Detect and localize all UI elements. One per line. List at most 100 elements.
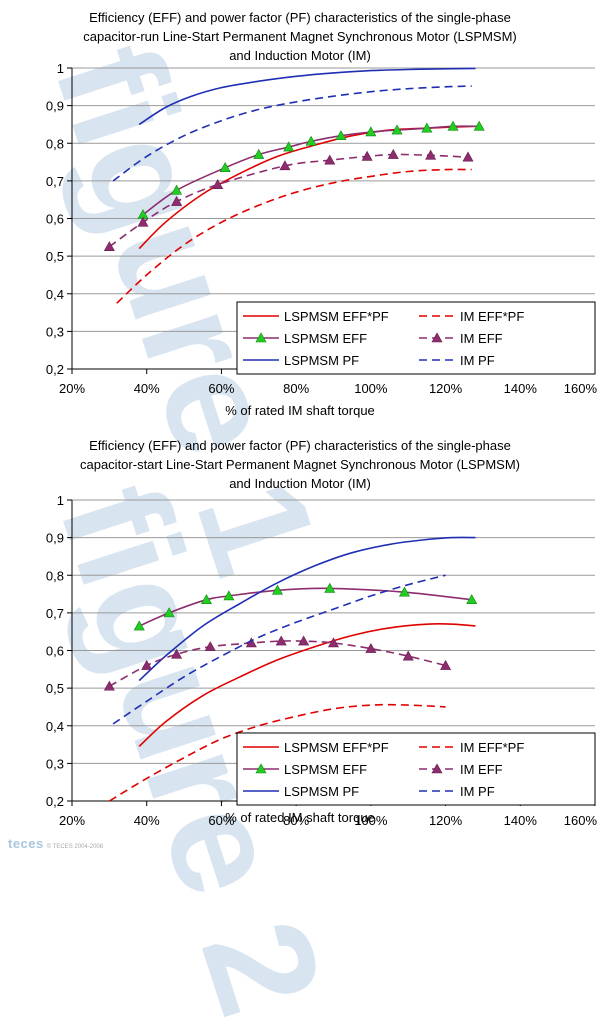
chart-2-series-lspmsm-eff-point	[223, 590, 235, 601]
chart-1-y-tick-label: 0,2	[46, 362, 64, 377]
chart-2-legend-marker	[431, 763, 443, 774]
chart-1-series-lspmsm-eff-point	[305, 135, 317, 146]
chart-2-title-line-2: capacitor-start Line-Start Permanent Mag…	[79, 457, 520, 472]
chart-2: Efficiency (EFF) and power factor (PF) c…	[0, 430, 600, 1033]
chart-2-x-axis-label: % of rated IM shaft torque	[225, 810, 375, 825]
logo-copyright: © TECES 2004-2008	[46, 844, 104, 850]
chart-2-series-lspmsm-eff-point	[200, 594, 212, 605]
chart-2-series-lspmsm-eff-pf-line	[138, 622, 476, 747]
chart-2-series-im-eff-point	[440, 659, 452, 670]
chart-1-y-tick-label: 1	[57, 61, 64, 76]
chart-1-series-lspmsm-eff-point	[391, 124, 403, 135]
chart-2-series-im-eff-point	[402, 650, 414, 661]
chart-2-x-tick-label: 60%	[208, 813, 234, 828]
chart-2-legend-label: IM PF	[460, 784, 495, 799]
chart-2-y-tick-label: 1	[57, 493, 64, 508]
chart-2-legend-label: LSPMSM EFF	[284, 762, 367, 777]
chart-1-legend-label: IM EFF*PF	[460, 309, 524, 324]
chart-1-series-lspmsm-eff-point	[473, 120, 485, 131]
chart-2-series-lspmsm-eff-point	[398, 586, 410, 597]
chart-2-y-tick-label: 0,4	[46, 719, 64, 734]
chart-2-y-tick-label: 0,8	[46, 568, 64, 583]
chart-1-series-lspmsm-eff-point	[447, 120, 459, 131]
chart-2-y-tick-label: 0,9	[46, 531, 64, 546]
chart-1-legend-marker	[431, 332, 443, 343]
chart-2-series-im-eff-pf-line	[108, 703, 446, 802]
chart-2-x-tick-label: 40%	[134, 813, 160, 828]
chart-1-series-lspmsm-pf-line	[138, 67, 476, 126]
chart-1-series-im-eff-point	[361, 150, 373, 161]
chart-1-series-im-eff-point	[137, 216, 149, 227]
chart-1-series-lspmsm-eff-point	[335, 130, 347, 141]
chart-1-x-axis-label: % of rated IM shaft torque	[225, 403, 375, 418]
chart-2-x-tick-label: 160%	[564, 813, 598, 828]
chart-1-y-tick-label: 0,6	[46, 212, 64, 227]
chart-1-series-im-eff-point	[171, 195, 183, 206]
chart-2-series-lspmsm-eff-point	[324, 582, 336, 593]
chart-1-series-im-eff-pf-line	[116, 168, 472, 304]
chart-1-series-im-eff-point	[324, 154, 336, 165]
chart-1-title-line-2: capacitor-run Line-Start Permanent Magne…	[83, 29, 517, 44]
chart-2-series-im-eff-point	[275, 635, 287, 646]
chart-1-x-tick-label: 140%	[504, 381, 538, 396]
chart-2-series-im-eff-line	[109, 640, 446, 687]
teces-logo: teces © TECES 2004-2008	[8, 836, 103, 851]
chart-1: Efficiency (EFF) and power factor (PF) c…	[0, 0, 600, 593]
chart-2-series-lspmsm-eff-point	[163, 607, 175, 618]
chart-2-series-im-eff-point	[141, 659, 153, 670]
chart-2-series-lspmsm-pf-line	[138, 536, 476, 682]
chart-2-x-tick-label: 120%	[429, 813, 463, 828]
chart-1-series-im-pf-line	[112, 85, 472, 182]
chart-1-title-line-1: Efficiency (EFF) and power factor (PF) c…	[89, 10, 511, 25]
logo-name: teces	[8, 836, 44, 851]
chart-2-series-im-eff-point	[204, 641, 216, 652]
chart-1-legend-label: LSPMSM EFF*PF	[284, 309, 389, 324]
chart-2-series-im-eff-point	[103, 680, 115, 691]
chart-2-y-tick-label: 0,2	[46, 794, 64, 809]
chart-1-y-tick-label: 0,5	[46, 249, 64, 264]
chart-1-series-lspmsm-eff-point	[421, 122, 433, 133]
chart-2-y-tick-label: 0,7	[46, 606, 64, 621]
chart-2-x-tick-label: 100%	[354, 813, 388, 828]
chart-1-title-line-3: and Induction Motor (IM)	[229, 48, 371, 63]
chart-2-x-tick-label: 140%	[504, 813, 538, 828]
chart-1-x-tick-label: 80%	[283, 381, 309, 396]
chart-2-legend-label: LSPMSM EFF*PF	[284, 740, 389, 755]
chart-1-series-im-eff-point	[103, 241, 115, 252]
chart-1-series-im-eff-point	[279, 160, 291, 171]
chart-1-y-tick-label: 0,4	[46, 287, 64, 302]
chart-2-legend-label: LSPMSM PF	[284, 784, 359, 799]
chart-1-legend-label: LSPMSM PF	[284, 353, 359, 368]
chart-1-series-lspmsm-eff-point	[253, 148, 265, 159]
chart-1-y-tick-label: 0,8	[46, 136, 64, 151]
chart-2-x-tick-label: 80%	[283, 813, 309, 828]
chart-1-x-tick-label: 100%	[354, 381, 388, 396]
chart-2-y-tick-label: 0,6	[46, 644, 64, 659]
chart-1-y-tick-label: 0,7	[46, 174, 64, 189]
chart-1-series-lspmsm-eff-point	[365, 126, 377, 137]
chart-2-y-tick-label: 0,3	[46, 756, 64, 771]
chart-1-title: Efficiency (EFF) and power factor (PF) c…	[0, 8, 600, 65]
chart-2-title-line-3: and Induction Motor (IM)	[229, 476, 371, 491]
chart-1-x-tick-label: 40%	[134, 381, 160, 396]
chart-2-series-im-eff-point	[298, 635, 310, 646]
chart-2-legend-label: IM EFF	[460, 762, 503, 777]
chart-2-series-im-eff-point	[327, 637, 340, 648]
chart-1-x-tick-label: 60%	[208, 381, 234, 396]
chart-1-y-tick-label: 0,3	[46, 324, 64, 339]
chart-1-legend-label: LSPMSM EFF	[284, 331, 367, 346]
chart-1-x-tick-label: 20%	[59, 381, 85, 396]
chart-2-title-line-1: Efficiency (EFF) and power factor (PF) c…	[89, 438, 511, 453]
chart-2-series-lspmsm-eff-point	[271, 584, 283, 595]
chart-1-x-tick-label: 160%	[564, 381, 598, 396]
chart-2-series-lspmsm-eff-line	[138, 587, 472, 627]
chart-2-legend	[236, 732, 596, 806]
chart-1-series-im-eff-point	[462, 151, 474, 162]
chart-2-title: Efficiency (EFF) and power factor (PF) c…	[0, 436, 600, 493]
chart-1-legend	[236, 301, 596, 375]
chart-2-x-tick-label: 20%	[59, 813, 85, 828]
chart-2-series-lspmsm-eff-point	[466, 594, 478, 605]
chart-1-legend-marker	[255, 332, 267, 343]
